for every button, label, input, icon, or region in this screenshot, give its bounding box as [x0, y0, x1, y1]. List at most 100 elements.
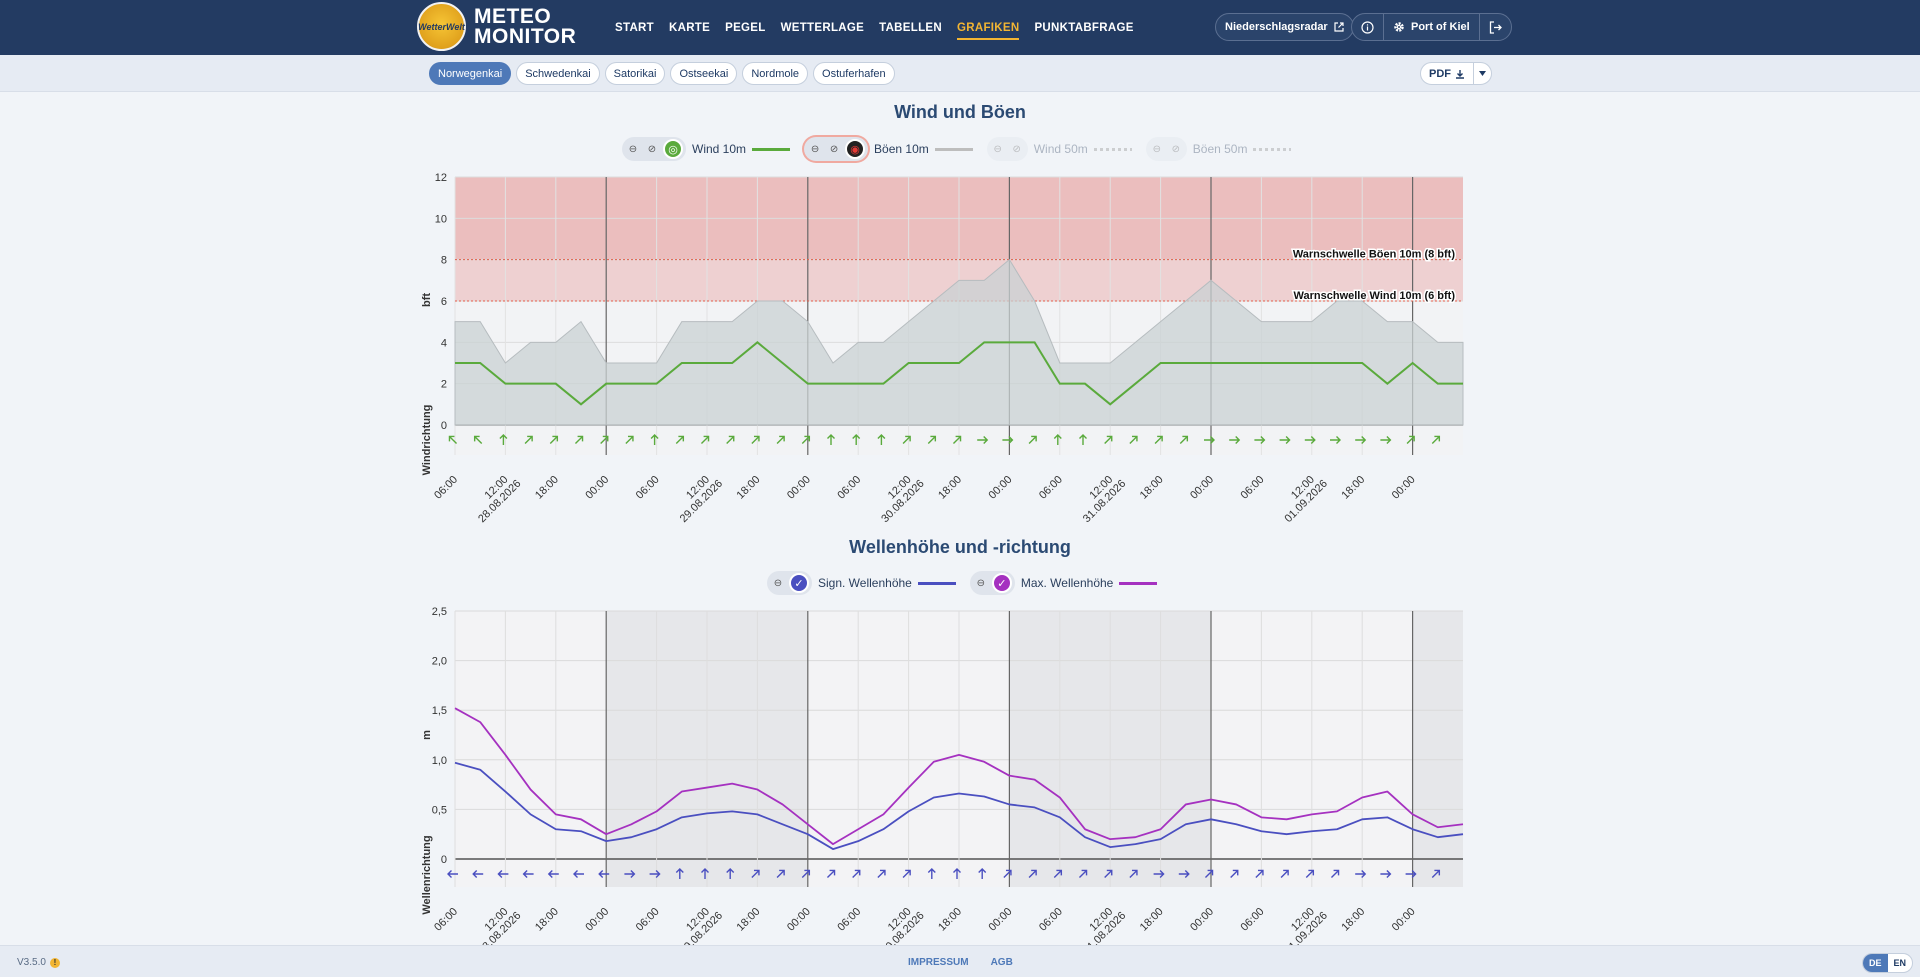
direction-axis-label: Windrichtung — [421, 405, 433, 476]
y-tick-label: 2,5 — [432, 606, 447, 618]
info-button[interactable] — [1352, 14, 1384, 40]
direction-arrow — [1003, 869, 1012, 879]
language-en[interactable]: EN — [1893, 958, 1907, 968]
check-icon[interactable]: ⊘ — [1012, 143, 1021, 155]
location-tab-schwedenkai[interactable]: Schwedenkai — [516, 62, 600, 85]
location-tab-ostseekai[interactable]: Ostseekai — [670, 62, 738, 85]
location-settings-button[interactable]: Port of Kiel — [1384, 14, 1480, 40]
precipitation-radar-button[interactable]: Niederschlagsradar — [1215, 13, 1354, 41]
location-label: Port of Kiel — [1411, 21, 1470, 33]
x-tick-label: 18:00 — [936, 474, 964, 502]
direction-arrow — [1330, 436, 1341, 444]
series-selected-icon[interactable]: ◉ — [845, 139, 866, 159]
check-icon[interactable]: ⊘ — [829, 143, 839, 155]
x-tick-label: 00:00 — [785, 474, 813, 502]
direction-arrow — [1153, 870, 1165, 878]
gust-10m-area — [454, 258, 1464, 426]
x-tick-label: 06:00 — [1239, 906, 1267, 934]
version-label: V3.5.0 — [17, 957, 46, 968]
wind-chart-title: Wind und Böen — [894, 102, 1026, 122]
pdf-download-button[interactable]: PDF — [1421, 63, 1474, 84]
direction-axis-label: Wellenrichtung — [421, 835, 433, 914]
version-info[interactable]: V3.5.0 ! — [17, 957, 60, 968]
legend-wind-50m[interactable]: ⊖ ⊘ Wind 50m — [986, 137, 1132, 161]
x-tick-label: 06:00 — [432, 474, 460, 502]
legend-swatch — [752, 147, 791, 151]
x-tick-label: 06:00 — [1239, 474, 1267, 502]
legend-sign-wave-height[interactable]: ⊖ ✓ Sign. Wellenhöhe — [767, 571, 956, 595]
legend-wind-10m[interactable]: ⊖ ⊘ ◎ Wind 10m — [622, 137, 791, 161]
series-selected-icon[interactable]: ✓ — [789, 573, 809, 593]
impressum-link[interactable]: IMPRESSUM — [908, 957, 969, 968]
legend-max-wave-height[interactable]: ⊖ ✓ Max. Wellenhöhe — [969, 571, 1158, 595]
legend-label: Böen 10m — [874, 142, 929, 156]
footer: V3.5.0 ! IMPRESSUM AGB DE EN — [0, 945, 1920, 977]
legend-gusts-50m[interactable]: ⊖ ⊘ Böen 50m — [1145, 137, 1292, 161]
direction-arrow — [1380, 436, 1392, 444]
direction-arrow — [801, 435, 811, 445]
x-tick-label: 06:00 — [634, 906, 662, 934]
chevron-down-icon — [1479, 71, 1486, 76]
app-title-line2: MONITOR — [474, 25, 577, 48]
direction-arrow — [827, 434, 835, 445]
hide-series-icon[interactable]: ⊖ — [976, 577, 986, 589]
series-selected-icon[interactable]: ◎ — [663, 139, 683, 159]
y-tick-label: 4 — [441, 337, 447, 349]
location-tab-nordmole[interactable]: Nordmole — [742, 62, 809, 85]
app-title[interactable]: METEO MONITOR — [474, 6, 577, 48]
language-de[interactable]: DE — [1863, 954, 1888, 972]
nav-grafiken[interactable]: GRAFIKEN — [956, 18, 1020, 40]
direction-arrow — [499, 434, 508, 445]
location-tab-ostuferhafen[interactable]: Ostuferhafen — [813, 62, 895, 85]
info-icon — [1361, 20, 1374, 34]
logout-icon — [1489, 20, 1502, 34]
hide-series-icon[interactable]: ⊖ — [810, 143, 820, 155]
nav-wetterlage[interactable]: WETTERLAGE — [780, 21, 865, 34]
direction-arrow — [1431, 435, 1441, 445]
nav-tabellen[interactable]: TABELLEN — [879, 21, 942, 34]
x-tick-label: 06:00 — [1037, 474, 1065, 502]
x-tick-label: 00:00 — [583, 474, 611, 502]
direction-arrow — [1405, 870, 1417, 878]
location-tab-norwegenkai[interactable]: Norwegenkai — [429, 62, 512, 85]
direction-arrow — [801, 869, 811, 879]
hide-series-icon[interactable]: ⊖ — [628, 143, 638, 155]
hide-series-icon[interactable]: ⊖ — [1152, 143, 1161, 155]
hide-series-icon[interactable]: ⊖ — [993, 143, 1002, 155]
nav-pegel[interactable]: PEGEL — [725, 21, 766, 34]
logout-button[interactable] — [1480, 14, 1511, 40]
nav-punktabfrage[interactable]: PUNKTABFRAGE — [1034, 21, 1134, 34]
direction-arrow — [1280, 869, 1289, 879]
direction-arrow — [1204, 869, 1214, 879]
direction-arrow — [877, 869, 886, 879]
direction-arrow — [448, 435, 458, 445]
x-tick-label: 06:00 — [835, 906, 863, 934]
hide-series-icon[interactable]: ⊖ — [773, 577, 783, 589]
check-icon[interactable]: ⊘ — [647, 143, 657, 155]
direction-arrow — [751, 435, 760, 445]
nav-start[interactable]: START — [615, 21, 654, 34]
direction-arrow — [524, 435, 533, 445]
location-tab-satorikai[interactable]: Satorikai — [604, 62, 666, 85]
legend-swatch — [917, 581, 956, 585]
x-tick-label: 18:00 — [735, 906, 763, 934]
direction-arrow — [1355, 870, 1367, 878]
direction-arrow — [1079, 434, 1087, 445]
x-tick-label: 18:00 — [1138, 474, 1166, 502]
direction-arrow — [573, 870, 584, 878]
legend-gusts-10m[interactable]: ⊖ ⊘ ◉ Böen 10m — [804, 137, 973, 161]
series-selected-icon[interactable]: ✓ — [991, 573, 1012, 593]
location-tabs: Norwegenkai Schwedenkai Satorikai Ostseekai… — [429, 62, 895, 85]
y-tick-label: 10 — [435, 213, 447, 225]
agb-link[interactable]: AGB — [990, 957, 1013, 968]
pdf-options-dropdown[interactable] — [1474, 63, 1491, 84]
legend-label: Max. Wellenhöhe — [1020, 576, 1114, 590]
direction-arrow — [1255, 869, 1264, 879]
wetterwelt-logo[interactable]: WetterWelt — [417, 2, 466, 51]
check-icon[interactable]: ⊘ — [1171, 143, 1180, 155]
y-axis-label: bft — [421, 293, 433, 307]
download-icon — [1456, 69, 1464, 79]
nav-karte[interactable]: KARTE — [668, 21, 711, 34]
threshold-label: Warnschwelle Wind 10m (6 bft) — [1294, 290, 1456, 302]
y-tick-label: 0 — [441, 420, 447, 432]
